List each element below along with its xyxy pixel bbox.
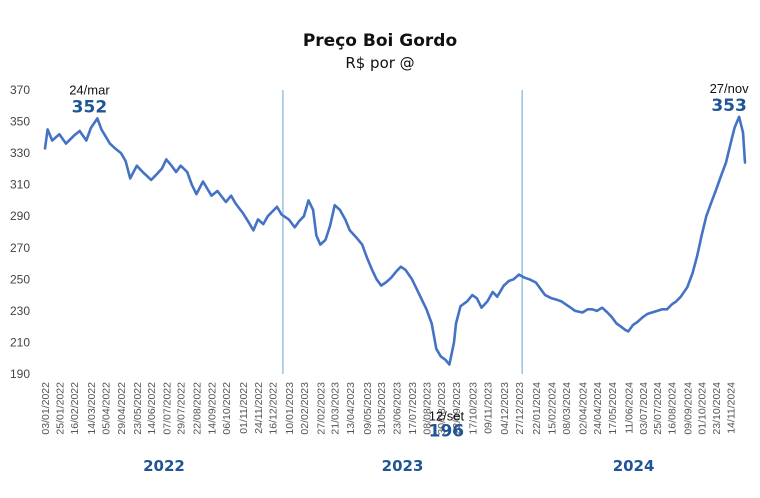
x-tick-label: 01/10/2024 — [697, 382, 709, 435]
series-group — [43, 115, 747, 366]
y-tick-label: 290 — [10, 209, 30, 223]
x-tick-label: 27/02/2023 — [315, 382, 327, 435]
x-tick-label: 04/12/2023 — [499, 382, 511, 435]
y-tick-label: 310 — [10, 178, 30, 192]
x-tick-label: 17/05/2024 — [607, 382, 619, 435]
x-tick-label: 16/12/2022 — [267, 382, 279, 435]
x-tick-label: 23/06/2023 — [391, 382, 403, 435]
x-tick-label: 14/06/2022 — [146, 382, 158, 435]
y-tick-label: 250 — [10, 272, 30, 286]
x-tick-label: 08/08/2023 — [421, 382, 433, 435]
chart-title: Preço Boi Gordo — [303, 31, 457, 51]
x-tick-label: 14/11/2024 — [726, 382, 738, 434]
x-tick-label: 22/08/2022 — [191, 382, 203, 435]
x-tick-label: 29/07/2022 — [176, 382, 188, 435]
x-tick-label: 21/03/2023 — [330, 382, 342, 435]
x-tick-label: 10/01/2023 — [284, 382, 296, 435]
x-tick-label: 01/11/2022 — [238, 382, 250, 434]
x-tick-label: 05/04/2022 — [100, 382, 112, 435]
x-tick-label: 02/04/2024 — [577, 382, 589, 435]
y-tick-label: 210 — [10, 335, 30, 349]
x-tick-label: 25/07/2024 — [652, 382, 664, 435]
x-tick-label: 11/06/2024 — [623, 382, 635, 434]
x-tick-label: 09/09/2024 — [682, 382, 694, 435]
y-axis: 190 210 230 250 270 290 310 330 350 370 — [10, 83, 30, 381]
x-tick-label: 06/10/2022 — [221, 382, 233, 435]
x-tick-label: 13/04/2023 — [345, 382, 357, 435]
annotation-date: 24/mar — [69, 82, 110, 97]
x-tick-label: 14/03/2022 — [86, 382, 98, 435]
series-line — [43, 115, 747, 366]
year-label: 2022 — [143, 457, 185, 475]
chart-subtitle: R$ por @ — [345, 54, 414, 72]
x-tick-label: 24/04/2024 — [592, 382, 604, 435]
y-tick-label: 190 — [10, 367, 30, 381]
x-tick-label: 23/10/2024 — [711, 382, 723, 435]
year-labels: 2022 2023 2024 — [143, 457, 654, 475]
x-tick-label: 09/05/2023 — [362, 382, 374, 435]
annotation-date: 27/nov — [710, 81, 750, 96]
x-tick-label: 03/01/2022 — [40, 382, 52, 435]
x-tick-label: 23/05/2022 — [132, 382, 144, 435]
x-tick-label: 29/04/2022 — [116, 382, 128, 435]
annotation-value: 196 — [429, 422, 465, 442]
x-tick-label: 30/08/2023 — [436, 382, 448, 435]
x-tick-label: 27/12/2023 — [514, 382, 526, 435]
x-tick-label: 02/02/2023 — [299, 382, 311, 435]
x-tick-label: 24/11/2022 — [253, 382, 265, 434]
annotation-date: 12/set — [429, 409, 465, 424]
year-label: 2024 — [613, 457, 655, 475]
x-tick-label: 08/03/2024 — [561, 382, 573, 435]
x-tick-label: 17/07/2023 — [407, 382, 419, 435]
y-tick-label: 370 — [10, 83, 30, 97]
x-tick-label: 16/02/2022 — [69, 382, 81, 435]
x-tick-label: 14/09/2022 — [206, 382, 218, 435]
x-tick-label: 25/01/2022 — [54, 382, 66, 435]
year-label: 2023 — [382, 457, 424, 475]
annotation-value: 353 — [711, 96, 747, 116]
y-tick-label: 330 — [10, 146, 30, 160]
y-tick-label: 350 — [10, 115, 30, 129]
y-tick-label: 270 — [10, 241, 30, 255]
x-tick-label: 03/07/2024 — [638, 382, 650, 435]
x-tick-label: 09/11/2023 — [482, 382, 494, 434]
x-tick-label: 22/01/2024 — [531, 382, 543, 435]
x-tick-label: 17/10/2023 — [467, 382, 479, 435]
annotation-value: 352 — [72, 97, 108, 117]
x-axis: 03/01/2022 25/01/2022 16/02/2022 14/03/2022… — [40, 382, 738, 435]
x-tick-label: 16/08/2024 — [667, 382, 679, 435]
x-tick-label: 07/07/2022 — [161, 382, 173, 435]
year-dividers — [282, 90, 523, 374]
x-tick-label: 22/09/2023 — [451, 382, 463, 435]
x-tick-label: 31/05/2023 — [376, 382, 388, 435]
y-tick-label: 230 — [10, 304, 30, 318]
x-tick-label: 15/02/2024 — [547, 382, 559, 435]
